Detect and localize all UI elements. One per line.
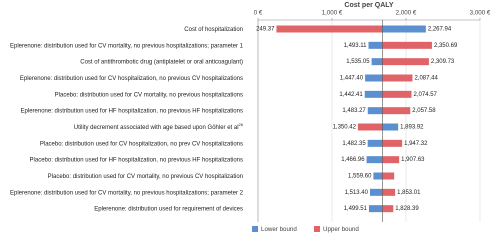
bar [276, 25, 383, 33]
value-label: 1,350.42 [333, 125, 357, 131]
value-label: 2,309.73 [431, 59, 455, 65]
bar [382, 58, 429, 66]
bar [382, 205, 394, 213]
value-label: 1,828.39 [395, 206, 419, 212]
category-note: 26 [239, 122, 244, 127]
category-label: Placebo: distribution used for CV mortal… [48, 174, 243, 180]
x-tick-label: 2,000 € [396, 10, 417, 17]
value-label: 1,482.35 [342, 141, 366, 147]
bar [373, 172, 383, 180]
x-tick-label: 3,000 € [470, 10, 491, 17]
bar [368, 41, 383, 49]
category-label: Cost of hospitalization [184, 27, 243, 33]
bar [382, 123, 399, 131]
value-label: 1,483.27 [342, 108, 366, 114]
category-label: Utility decrement associated with age ba… [74, 122, 244, 131]
value-label: 2,267.94 [428, 27, 452, 33]
legend-swatch [314, 226, 320, 232]
category-text: Eplerenone: distribution used for CV mor… [10, 190, 244, 196]
legend-swatch [252, 226, 258, 232]
category-text: Placebo: distribution used for CV hospit… [40, 141, 243, 147]
value-label: 2,057.58 [412, 108, 436, 114]
category-label: Eplerenone: distribution used for CV mor… [10, 190, 244, 196]
value-label: 1,559.60 [348, 174, 372, 180]
value-label: 1,447.40 [340, 76, 364, 82]
category-text: Utility decrement associated with age ba… [74, 125, 239, 131]
bar [382, 74, 413, 82]
value-label: 249.37 [256, 27, 275, 33]
value-label: 1,513.40 [345, 190, 369, 196]
value-label: 1,466.96 [341, 157, 365, 163]
legend-label: Upper bound [323, 226, 359, 233]
value-label: 1,499.51 [344, 206, 368, 212]
bar [367, 139, 383, 147]
bar [365, 74, 383, 82]
category-label: Cost of antithrombotic drug (antiplatele… [80, 59, 243, 65]
category-text: Placebo: distribution used for CV mortal… [55, 92, 243, 98]
bar [382, 156, 400, 164]
category-label: Eplerenone: distribution used for CV hos… [20, 76, 243, 82]
value-label: 1,442.41 [339, 92, 363, 98]
bar [382, 90, 412, 98]
bar [366, 156, 383, 164]
bar [382, 41, 432, 49]
category-text: Cost of hospitalization [184, 27, 243, 33]
category-text: Cost of antithrombotic drug (antiplatele… [80, 59, 243, 65]
bar [371, 58, 383, 66]
value-label: 1,893.92 [400, 125, 424, 131]
bar [364, 90, 383, 98]
category-label: Placebo: distribution used for CV mortal… [55, 92, 243, 98]
x-tick-label: 1,000 € [322, 10, 343, 17]
value-label: 1,535.05 [346, 59, 370, 65]
bar [382, 188, 396, 196]
category-text: Placebo: distribution used for CV mortal… [48, 174, 243, 180]
bar [367, 107, 383, 115]
category-text: Placebo: distribution used for HF hospit… [30, 157, 243, 163]
chart-title: Cost per QALY [344, 2, 393, 9]
value-label: 2,087.44 [414, 76, 438, 82]
bar [382, 107, 411, 115]
legend-label: Lower bound [261, 226, 297, 233]
category-text: Eplerenone: distribution used for CV mor… [10, 43, 244, 49]
category-text: Eplerenone: distribution used for HF hos… [21, 108, 243, 114]
category-text: Eplerenone: distribution used for requir… [94, 206, 243, 212]
bar [357, 123, 383, 131]
value-label: 1,853.01 [397, 190, 421, 196]
x-tick-label: 0 € [254, 10, 263, 17]
category-label: Eplerenone: distribution used for requir… [94, 206, 243, 212]
value-label: 2,350.69 [434, 43, 458, 49]
value-label: 1,493.11 [344, 43, 368, 49]
bar [382, 139, 403, 147]
bar [382, 25, 426, 33]
category-label: Eplerenone: distribution used for CV mor… [10, 43, 244, 49]
value-label: 1,947.32 [404, 141, 428, 147]
bar [369, 188, 383, 196]
value-label: 1,907.63 [401, 157, 425, 163]
value-label: 2,074.57 [414, 92, 438, 98]
category-label: Placebo: distribution used for HF hospit… [30, 157, 243, 163]
category-label: Eplerenone: distribution used for HF hos… [21, 108, 243, 114]
category-label: Placebo: distribution used for CV hospit… [40, 141, 243, 147]
bar [382, 172, 395, 180]
category-text: Eplerenone: distribution used for CV hos… [20, 76, 243, 82]
bar [368, 205, 383, 213]
